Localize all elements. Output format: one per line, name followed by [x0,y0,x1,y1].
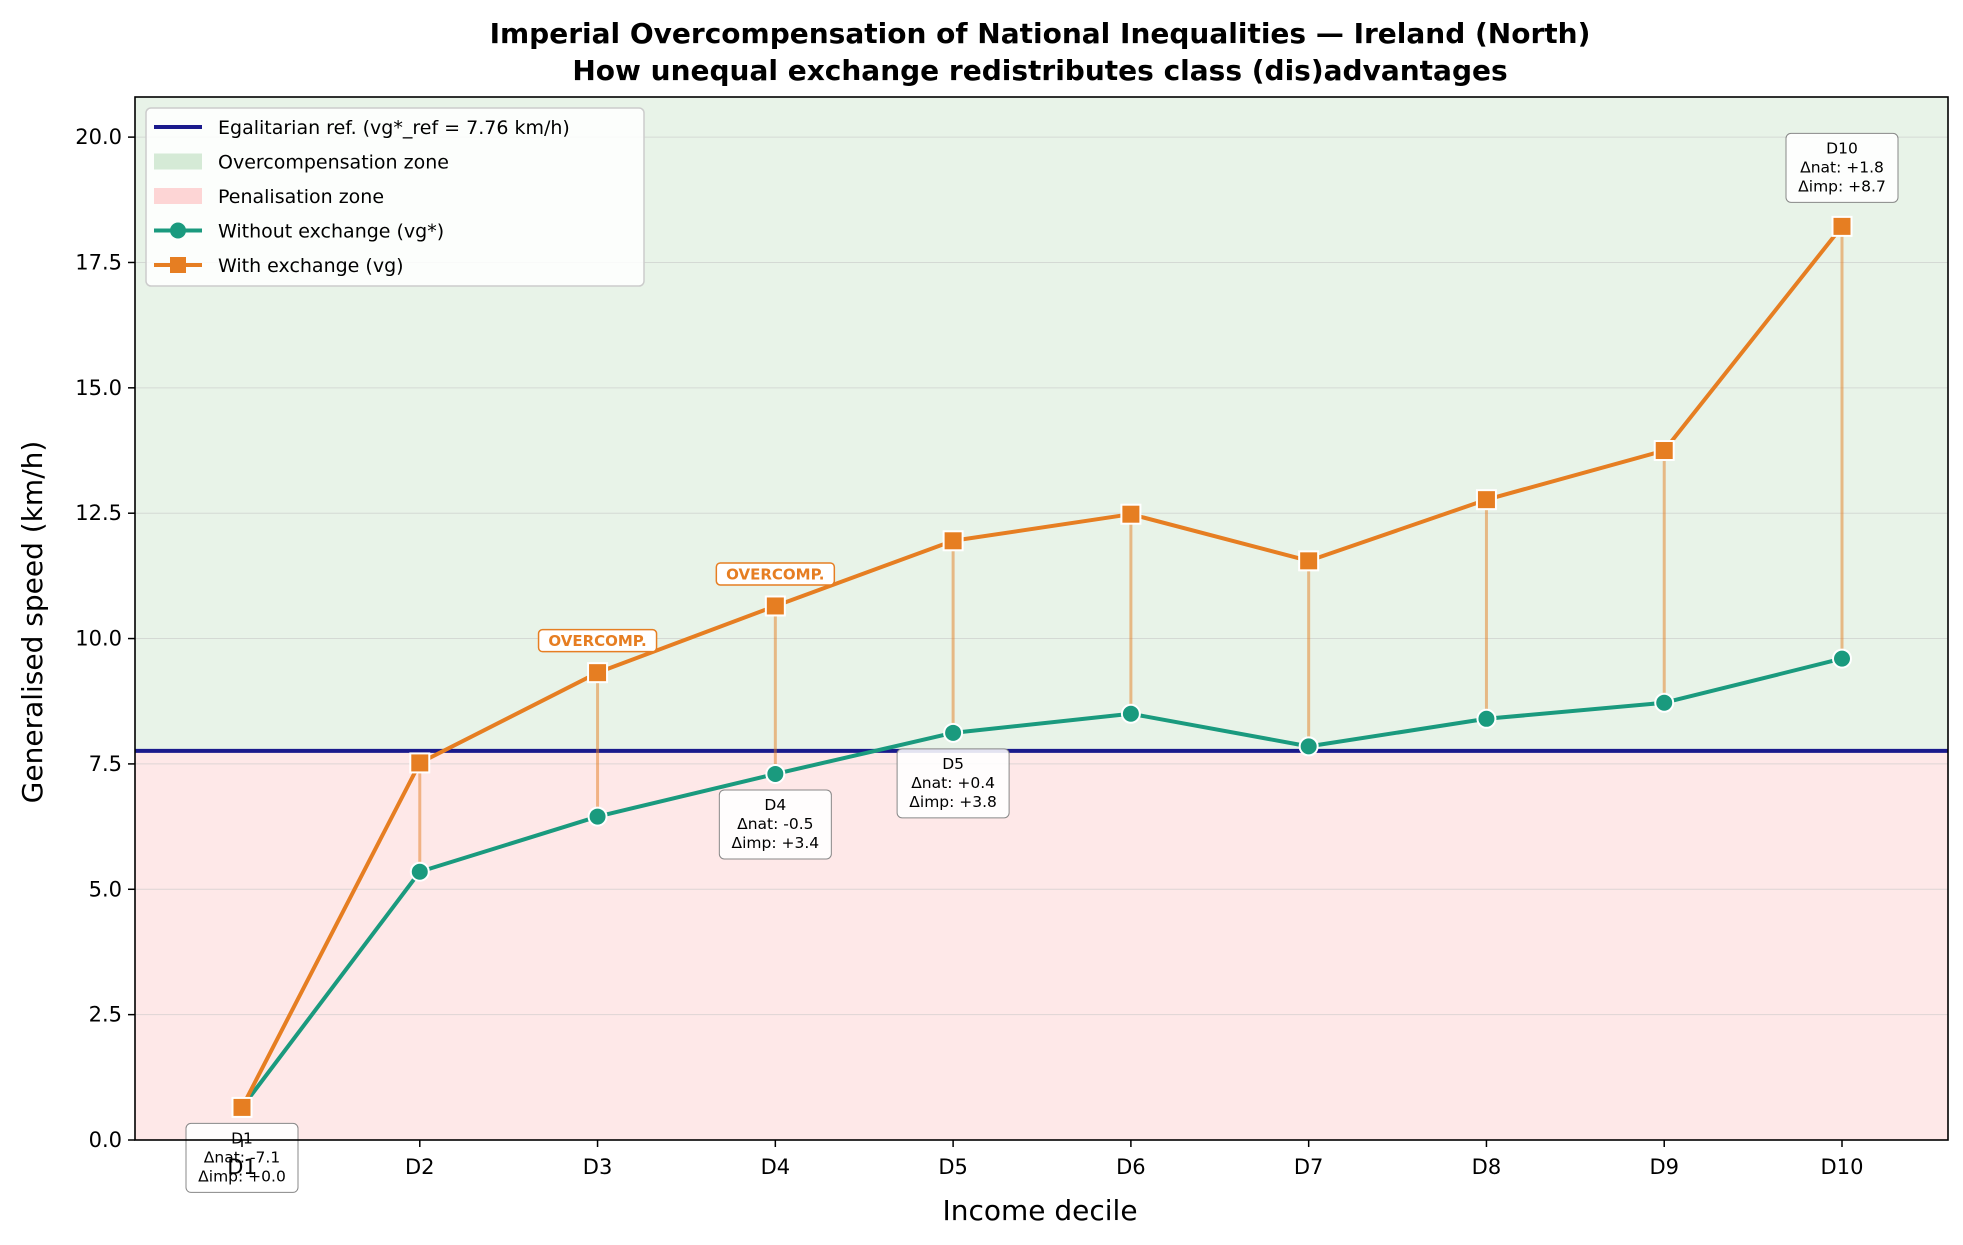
legend-marker-square [170,257,186,273]
annotation-line: Δnat: -0.5 [737,815,813,833]
y-axis-label: Generalised speed (km/h) [16,441,49,804]
overcomp-tag-label: OVERCOMP. [548,632,646,650]
legend-box [145,107,645,287]
plot-frame [134,96,1949,1141]
annotation-line: Δimp: +3.8 [909,793,997,811]
overcomp-tag-box [715,562,836,586]
x-tick-label: D2 [405,1155,435,1179]
annotation-line: Δnat: -7.1 [204,1148,280,1166]
annotation-line: Δimp: +3.4 [732,834,820,852]
data-point-square [1475,489,1497,511]
y-tick-label: 17.5 [75,250,122,274]
series-line-2 [240,225,1844,1109]
data-point-square [1653,440,1675,462]
annotation-box [718,789,832,860]
annotation-line: Δnat: +0.4 [911,774,995,792]
legend-label-zone: Penalisation zone [218,186,384,208]
penalisation-zone [135,750,1948,1140]
x-tick-label: D6 [1116,1155,1146,1179]
overcomp-tags: OVERCOMP. OVERCOMP. [537,562,836,653]
annotation-box [1785,132,1899,203]
x-tick-label: D4 [761,1155,791,1179]
y-tick-label: 7.5 [89,752,122,776]
y-tick-label: 5.0 [89,877,122,901]
legend-marker-circle [170,222,186,239]
data-point-circle [587,806,608,827]
data-point-square [942,530,964,552]
data-point-circle [1298,736,1319,757]
legend-swatch-zone [154,188,202,204]
x-tick-label: D1 [227,1155,257,1179]
axes: 0.0 2.5 5.0 7.5 10.0 12.5 15.0 17.5 20.0 D1 D2 D3 D4… [75,96,1949,1179]
legend-label-series: With exchange (vg) [218,255,404,277]
series-line-1 [240,656,1843,1109]
y-tick-label: 15.0 [75,376,122,400]
overcomp-tag-box [537,628,658,653]
annotation-line: D1 [231,1129,253,1147]
legend-swatch-zone [154,153,202,170]
y-tick-label: 0.0 [89,1128,122,1152]
data-point-square [764,595,786,617]
y-tick-label: 20.0 [75,125,122,149]
y-tick-label: 12.5 [75,501,122,525]
y-tick-label: 10.0 [75,627,122,651]
data-point-circle [765,763,786,784]
annotation-line: D4 [764,796,786,814]
data-point-square [587,662,609,684]
data-point-circle [1476,708,1497,729]
chart-title: Imperial Overcompensation of National In… [490,17,1591,50]
legend-label-reference: Egalitarian ref. (vg*_ref = 7.76 km/h) [218,117,570,139]
x-tick-label: D10 [1821,1155,1864,1179]
annotation-line: Δimp: +8.7 [1798,177,1886,195]
data-point-square [1831,215,1853,237]
data-point-square [409,752,431,774]
x-tick-label: D5 [938,1155,968,1179]
annotation-box [896,748,1010,819]
data-point-circle [1832,648,1852,669]
background-zones [135,97,1948,1140]
annotation-line: Δimp: +0.0 [198,1167,286,1185]
legend: Egalitarian ref. (vg*_ref = 7.76 km/h) Ov… [145,107,645,287]
x-axis-label: Income decile [942,1194,1137,1227]
overcomp-tag-label: OVERCOMP. [726,565,824,583]
annotation-line: D10 [1826,139,1858,157]
x-tick-label: D8 [1472,1155,1502,1179]
annotation-line: Δnat: +1.8 [1800,158,1884,176]
x-tick-label: D7 [1294,1155,1324,1179]
data-point-circle [943,722,964,743]
data-point-circle [409,861,430,882]
connector-lines [418,226,1844,872]
annotation-line: D5 [942,755,964,773]
data-point-circle [1120,703,1141,724]
legend-label-series: Without exchange (vg*) [218,221,444,243]
y-tick-label: 2.5 [89,1003,122,1027]
x-tick-label: D9 [1649,1155,1679,1179]
data-point-square [231,1096,253,1118]
data-point-square [1298,550,1320,572]
data-point-circle [1654,692,1675,713]
x-tick-label: D3 [583,1155,613,1179]
data-point-square [1120,503,1142,525]
chart-subtitle: How unequal exchange redistributes class… [572,54,1507,87]
legend-label-zone: Overcompensation zone [218,152,449,174]
series-group [231,215,1853,1118]
